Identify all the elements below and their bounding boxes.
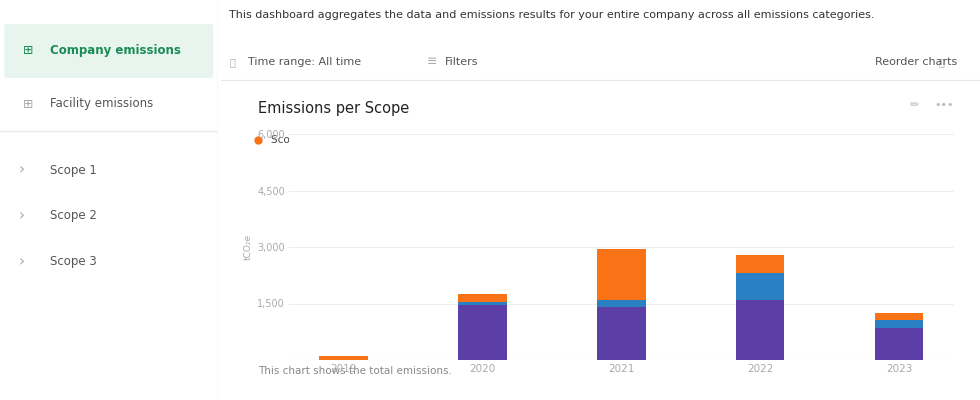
Text: This chart shows the total emissions.: This chart shows the total emissions. — [258, 366, 452, 376]
Text: Scope 1: Scope 1 — [50, 164, 97, 176]
Text: ⬜: ⬜ — [229, 57, 235, 67]
Text: Scope 2: Scope 2 — [50, 210, 97, 222]
Text: ≡: ≡ — [426, 56, 437, 68]
Text: Scope 3: Scope 3 — [415, 135, 457, 145]
Bar — [875, 313, 923, 320]
Text: ⊞: ⊞ — [24, 44, 33, 57]
Bar — [459, 305, 507, 360]
Bar — [319, 356, 368, 360]
Text: ✏: ✏ — [909, 100, 918, 110]
Bar — [875, 328, 923, 360]
Text: Reorder charts: Reorder charts — [875, 57, 957, 67]
Text: Time range: All time: Time range: All time — [248, 57, 362, 67]
Bar — [597, 300, 646, 307]
Text: ⊞: ⊞ — [24, 98, 33, 110]
Text: Emissions per Scope: Emissions per Scope — [258, 101, 409, 116]
Bar — [736, 254, 784, 273]
Text: •••: ••• — [934, 100, 954, 110]
Bar — [597, 307, 646, 360]
Text: Scope 3: Scope 3 — [50, 256, 97, 268]
Text: Facility emissions: Facility emissions — [50, 98, 153, 110]
Text: Company emissions: Company emissions — [50, 44, 181, 57]
Text: ⬜: ⬜ — [938, 57, 944, 67]
Bar — [597, 249, 646, 300]
Text: Filters: Filters — [445, 57, 479, 67]
FancyBboxPatch shape — [4, 24, 214, 78]
Bar — [736, 273, 784, 300]
Bar — [459, 302, 507, 305]
Bar — [459, 294, 507, 302]
Text: ›: › — [19, 254, 25, 270]
Y-axis label: tCO₂e: tCO₂e — [244, 234, 253, 260]
Bar — [875, 320, 923, 328]
FancyBboxPatch shape — [214, 80, 980, 394]
Text: This dashboard aggregates the data and emissions results for your entire company: This dashboard aggregates the data and e… — [229, 10, 874, 20]
Text: Scope 2: Scope 2 — [341, 135, 383, 145]
Bar — [736, 300, 784, 360]
Text: Scope 1: Scope 1 — [271, 135, 313, 145]
Text: ›: › — [19, 208, 25, 224]
Text: ›: › — [19, 162, 25, 178]
